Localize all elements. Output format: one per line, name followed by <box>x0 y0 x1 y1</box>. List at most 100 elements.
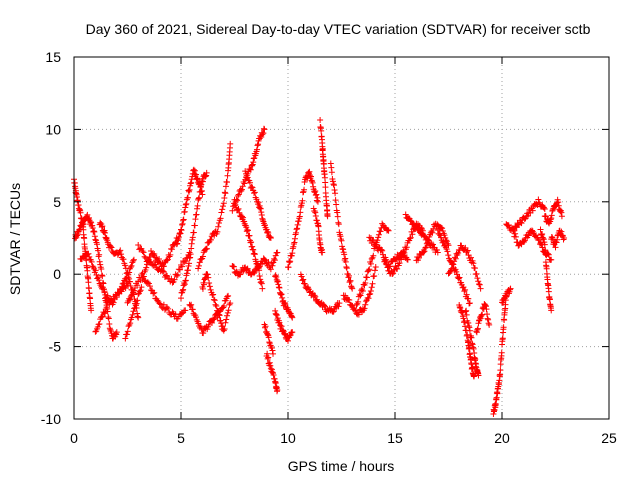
data-point <box>183 200 190 207</box>
data-point <box>251 250 258 257</box>
y-tick-label: 0 <box>53 266 61 282</box>
data-point <box>421 248 428 255</box>
data-point <box>182 277 189 284</box>
data-point <box>152 261 159 268</box>
data-point <box>338 237 345 244</box>
data-point <box>272 273 279 280</box>
data-point <box>375 234 382 241</box>
data-point <box>197 189 204 196</box>
data-point <box>535 196 542 203</box>
chart-title: Day 360 of 2021, Sidereal Day-to-day VTE… <box>86 21 591 37</box>
data-point <box>248 183 255 190</box>
x-tick-label: 10 <box>280 430 296 446</box>
data-point <box>389 270 396 277</box>
data-point <box>308 173 315 180</box>
data-point <box>473 329 480 336</box>
data-point <box>173 272 180 279</box>
data-point <box>241 180 248 187</box>
data-point <box>214 228 221 235</box>
data-point <box>379 247 386 254</box>
data-point <box>187 180 194 187</box>
data-point <box>561 235 568 241</box>
data-point <box>84 267 91 274</box>
data-point <box>176 231 183 238</box>
data-point <box>382 260 389 267</box>
data-point <box>262 323 269 330</box>
data-point <box>182 201 189 208</box>
data-point <box>140 273 147 280</box>
data-point <box>274 315 281 322</box>
data-point <box>280 327 287 334</box>
data-point <box>97 219 104 226</box>
data-point <box>288 313 295 320</box>
data-point <box>203 172 210 179</box>
data-point <box>127 264 134 271</box>
data-point <box>321 302 328 309</box>
data-point <box>485 316 492 323</box>
data-point <box>456 274 463 281</box>
data-point <box>235 191 242 198</box>
data-point <box>90 228 97 235</box>
data-point <box>156 300 163 307</box>
data-point <box>328 164 335 171</box>
data-point <box>188 179 195 186</box>
data-point <box>274 387 281 394</box>
data-point <box>334 213 341 220</box>
data-point <box>291 239 298 246</box>
data-point <box>281 299 288 306</box>
data-point <box>310 205 317 212</box>
data-point <box>181 281 188 288</box>
data-point <box>98 224 105 231</box>
data-point <box>187 254 194 261</box>
data-point <box>189 236 196 243</box>
data-point <box>423 244 430 251</box>
data-point <box>154 297 161 304</box>
data-point <box>433 246 440 253</box>
data-point <box>558 228 565 235</box>
data-point <box>552 244 559 251</box>
data-point <box>160 268 167 275</box>
data-point <box>143 264 150 271</box>
data-point <box>459 309 466 316</box>
data-point <box>372 263 379 270</box>
data-point <box>188 245 195 252</box>
data-point <box>95 247 102 254</box>
data-point <box>409 231 416 238</box>
data-point <box>365 295 372 302</box>
data-point <box>194 205 201 212</box>
data-point <box>182 277 189 284</box>
data-point <box>345 272 352 279</box>
data-point <box>394 265 401 272</box>
data-point <box>335 219 342 226</box>
data-point <box>549 206 556 213</box>
x-tick-label: 5 <box>177 430 185 446</box>
data-point <box>236 209 243 216</box>
data-point <box>540 204 547 211</box>
data-point <box>107 243 114 250</box>
data-point <box>123 331 130 338</box>
data-point <box>203 245 210 252</box>
data-point <box>269 262 276 269</box>
data-point <box>265 334 272 341</box>
data-point <box>222 183 229 190</box>
data-point <box>223 316 230 323</box>
data-point <box>541 241 548 248</box>
data-point <box>229 207 236 214</box>
data-point <box>251 251 258 258</box>
data-point <box>313 191 320 198</box>
data-point <box>111 295 118 302</box>
data-point <box>362 279 369 286</box>
data-point <box>209 292 216 299</box>
data-point <box>258 209 265 216</box>
data-point <box>367 260 374 267</box>
data-point <box>362 301 369 308</box>
data-point <box>182 307 189 314</box>
data-point <box>271 375 278 382</box>
data-point <box>118 288 125 295</box>
data-point <box>130 287 137 294</box>
data-point <box>390 270 397 277</box>
grid-lines <box>74 57 609 419</box>
data-point <box>310 183 317 190</box>
data-point <box>126 275 133 282</box>
data-point <box>118 251 125 258</box>
